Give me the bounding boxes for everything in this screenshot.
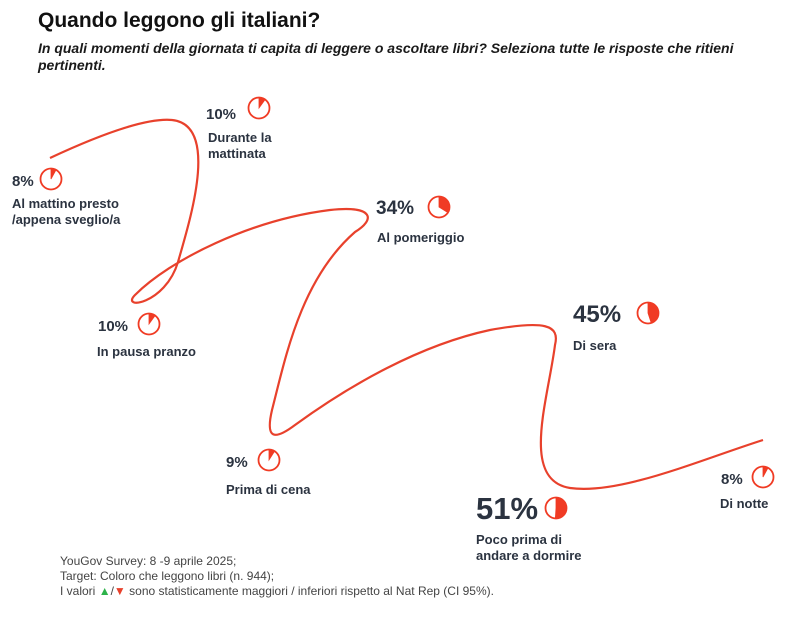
value-label: 10%	[98, 318, 128, 335]
footer-survey: YouGov Survey: 8 -9 aprile 2025;	[60, 554, 237, 568]
category-label: Durante la	[208, 130, 272, 145]
value-label: 8%	[12, 173, 34, 190]
footer-sig-pre: I valori	[60, 584, 99, 598]
category-label: Prima di cena	[226, 482, 311, 497]
value-label: 10%	[206, 106, 236, 123]
value-label: 8%	[721, 471, 743, 488]
triangle-up-icon: ▲	[98, 584, 111, 598]
footer-slash: /	[110, 584, 114, 598]
pie-slice	[554, 497, 567, 519]
pie-slice	[50, 168, 57, 180]
pie-slice	[438, 196, 450, 214]
triangle-down-icon: ▼	[113, 584, 126, 598]
category-label: Di notte	[720, 496, 768, 511]
category-label: andare a dormire	[476, 548, 582, 563]
value-label: 51%	[476, 491, 538, 526]
category-label: In pausa pranzo	[97, 344, 196, 359]
value-label: 34%	[376, 198, 414, 219]
value-label: 9%	[226, 454, 248, 471]
pie-slice	[762, 466, 769, 478]
footer-notes: YouGov Survey: 8 -9 aprile 2025; Target:…	[60, 554, 494, 599]
pie-slice	[647, 302, 659, 324]
value-label: 45%	[573, 301, 621, 328]
category-label: Poco prima di	[476, 532, 562, 547]
footer-significance: I valori ▲/▼ sono statisticamente maggio…	[60, 584, 494, 599]
category-label: Di sera	[573, 338, 617, 353]
category-label: Al pomeriggio	[377, 230, 464, 245]
category-label: mattinata	[208, 146, 267, 161]
timeline-curve	[49, 118, 764, 490]
chart-subtitle: In quali momenti della giornata ti capit…	[38, 40, 734, 73]
footer-target: Target: Coloro che leggono libri (n. 944…	[60, 569, 275, 583]
pie-slice	[268, 449, 276, 462]
chart-title: Quando leggono gli italiani?	[38, 9, 321, 32]
footer-sig-post: sono statisticamente maggiori / inferior…	[125, 584, 494, 598]
pie-slice	[258, 97, 266, 110]
category-label: Al mattino presto	[12, 196, 119, 211]
category-label: /appena sveglio/a	[12, 212, 121, 227]
pie-slice	[148, 313, 156, 326]
